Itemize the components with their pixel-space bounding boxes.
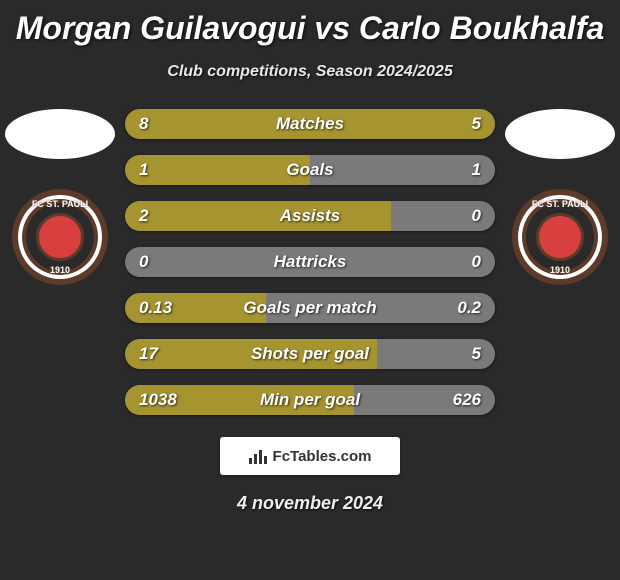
date-label: 4 november 2024 — [0, 493, 620, 514]
stat-row: 0.13Goals per match0.2 — [125, 293, 495, 323]
player-left-column: FC ST. PAULI 1910 — [0, 109, 120, 285]
stat-label: Hattricks — [125, 247, 495, 277]
stat-label: Min per goal — [125, 385, 495, 415]
badge-crest-icon — [536, 213, 584, 261]
stat-value-right: 5 — [472, 109, 481, 139]
stat-row: 8Matches5 — [125, 109, 495, 139]
stat-label: Matches — [125, 109, 495, 139]
stat-row: 17Shots per goal5 — [125, 339, 495, 369]
stat-value-right: 0 — [472, 201, 481, 231]
badge-text-top: FC ST. PAULI — [32, 199, 88, 209]
badge-text-top: FC ST. PAULI — [532, 199, 588, 209]
stat-label: Shots per goal — [125, 339, 495, 369]
avatar-placeholder-right — [505, 109, 615, 159]
subtitle: Club competitions, Season 2024/2025 — [0, 63, 620, 81]
stat-row: 1038Min per goal626 — [125, 385, 495, 415]
stat-value-right: 626 — [453, 385, 481, 415]
avatar-placeholder-left — [5, 109, 115, 159]
badge-text-bottom: 1910 — [50, 265, 70, 275]
content: FC ST. PAULI 1910 FC ST. PAULI 1910 8Mat… — [0, 109, 620, 415]
bar-chart-icon — [249, 448, 269, 464]
brand-badge[interactable]: FcTables.com — [220, 437, 400, 475]
club-badge-right: FC ST. PAULI 1910 — [512, 189, 608, 285]
stat-value-right: 1 — [472, 155, 481, 185]
stat-row: 2Assists0 — [125, 201, 495, 231]
stat-row: 1Goals1 — [125, 155, 495, 185]
page-title: Morgan Guilavogui vs Carlo Boukhalfa — [0, 0, 620, 47]
stat-label: Assists — [125, 201, 495, 231]
club-badge-left: FC ST. PAULI 1910 — [12, 189, 108, 285]
stat-label: Goals per match — [125, 293, 495, 323]
stat-row: 0Hattricks0 — [125, 247, 495, 277]
stat-label: Goals — [125, 155, 495, 185]
stat-value-right: 0.2 — [457, 293, 481, 323]
stat-value-right: 5 — [472, 339, 481, 369]
player-right-column: FC ST. PAULI 1910 — [500, 109, 620, 285]
badge-crest-icon — [36, 213, 84, 261]
badge-text-bottom: 1910 — [550, 265, 570, 275]
stat-rows: 8Matches51Goals12Assists00Hattricks00.13… — [125, 109, 495, 415]
brand-label: FcTables.com — [273, 448, 372, 465]
stat-value-right: 0 — [472, 247, 481, 277]
